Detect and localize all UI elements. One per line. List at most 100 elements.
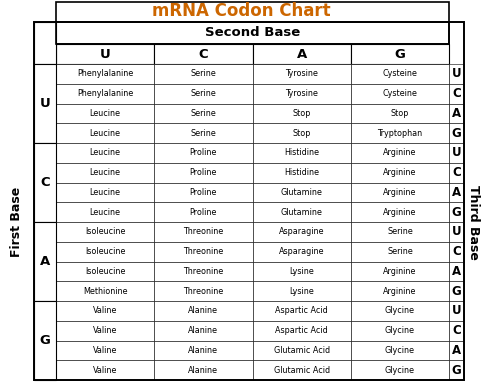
Text: Leucine: Leucine — [90, 168, 120, 177]
Text: U: U — [452, 305, 461, 317]
Text: Serine: Serine — [190, 89, 216, 98]
Text: Glutamic Acid: Glutamic Acid — [274, 366, 330, 375]
Bar — [351, 321, 449, 341]
Bar — [154, 222, 253, 242]
Bar — [56, 44, 154, 64]
Bar — [351, 163, 449, 182]
Text: Lysine: Lysine — [289, 286, 314, 296]
Text: Cysteine: Cysteine — [382, 89, 417, 98]
Text: Arginine: Arginine — [383, 148, 416, 157]
Text: Arginine: Arginine — [383, 188, 416, 197]
Bar — [253, 143, 351, 163]
Bar — [351, 123, 449, 143]
Bar — [449, 321, 464, 341]
Bar — [449, 163, 464, 182]
Text: Proline: Proline — [190, 148, 217, 157]
Bar — [253, 341, 351, 360]
Text: G: G — [452, 205, 461, 218]
Bar — [351, 222, 449, 242]
Text: Isoleucine: Isoleucine — [85, 247, 125, 256]
Text: G: G — [452, 127, 461, 140]
Bar — [56, 262, 154, 281]
Text: Stop: Stop — [391, 109, 409, 118]
Text: A: A — [452, 107, 461, 120]
Text: G: G — [40, 334, 51, 347]
Text: Alanine: Alanine — [188, 306, 218, 315]
Text: Valine: Valine — [93, 366, 117, 375]
Bar — [351, 84, 449, 104]
Text: Third Base: Third Base — [467, 185, 480, 260]
Bar — [253, 360, 351, 380]
Bar — [56, 301, 154, 321]
Text: Cysteine: Cysteine — [382, 70, 417, 78]
Bar — [449, 143, 464, 163]
Bar — [253, 281, 351, 301]
Text: Threonine: Threonine — [183, 286, 224, 296]
Text: A: A — [452, 265, 461, 278]
Text: Serine: Serine — [387, 227, 413, 237]
Text: A: A — [40, 255, 50, 268]
Text: Proline: Proline — [190, 208, 217, 217]
Text: Leucine: Leucine — [90, 188, 120, 197]
Text: Tyrosine: Tyrosine — [285, 70, 318, 78]
Bar — [154, 182, 253, 202]
Text: Leucine: Leucine — [90, 208, 120, 217]
Bar — [56, 22, 449, 44]
Bar — [56, 2, 449, 44]
Text: C: C — [452, 245, 461, 258]
Text: Glutamine: Glutamine — [281, 208, 322, 217]
Text: Alanine: Alanine — [188, 346, 218, 355]
Text: U: U — [452, 146, 461, 159]
Text: Serine: Serine — [190, 129, 216, 137]
Bar — [56, 341, 154, 360]
Bar — [56, 163, 154, 182]
Text: Glycine: Glycine — [385, 326, 415, 335]
Text: First Base: First Base — [11, 187, 24, 257]
Text: Leucine: Leucine — [90, 129, 120, 137]
Text: Second Base: Second Base — [205, 26, 300, 40]
Bar — [253, 222, 351, 242]
Bar — [351, 281, 449, 301]
Bar — [449, 202, 464, 222]
Text: G: G — [452, 285, 461, 298]
Bar — [449, 242, 464, 262]
Bar — [154, 281, 253, 301]
Bar — [351, 64, 449, 84]
Text: C: C — [40, 176, 50, 189]
Bar — [253, 321, 351, 341]
Bar — [34, 301, 56, 380]
Bar — [449, 341, 464, 360]
Bar — [154, 84, 253, 104]
Text: Methionine: Methionine — [83, 286, 127, 296]
Text: G: G — [452, 364, 461, 377]
Bar — [56, 84, 154, 104]
Text: Proline: Proline — [190, 168, 217, 177]
Bar — [253, 163, 351, 182]
Bar — [253, 182, 351, 202]
Bar — [351, 104, 449, 123]
Text: Threonine: Threonine — [183, 247, 224, 256]
Bar — [449, 84, 464, 104]
Text: Valine: Valine — [93, 326, 117, 335]
Bar — [253, 104, 351, 123]
Bar — [449, 182, 464, 202]
Text: Stop: Stop — [293, 129, 311, 137]
Text: Glycine: Glycine — [385, 346, 415, 355]
Bar — [154, 321, 253, 341]
Text: Glycine: Glycine — [385, 306, 415, 315]
Text: Tryptophan: Tryptophan — [377, 129, 422, 137]
Bar — [56, 123, 154, 143]
Bar — [56, 222, 154, 242]
Text: Isoleucine: Isoleucine — [85, 267, 125, 276]
Bar — [449, 262, 464, 281]
Text: A: A — [452, 344, 461, 357]
Bar — [351, 360, 449, 380]
Bar — [154, 301, 253, 321]
Text: U: U — [40, 97, 51, 110]
Bar — [351, 262, 449, 281]
Bar — [351, 202, 449, 222]
Bar — [449, 301, 464, 321]
Text: U: U — [452, 225, 461, 238]
Text: Histidine: Histidine — [284, 168, 319, 177]
Text: A: A — [452, 186, 461, 199]
